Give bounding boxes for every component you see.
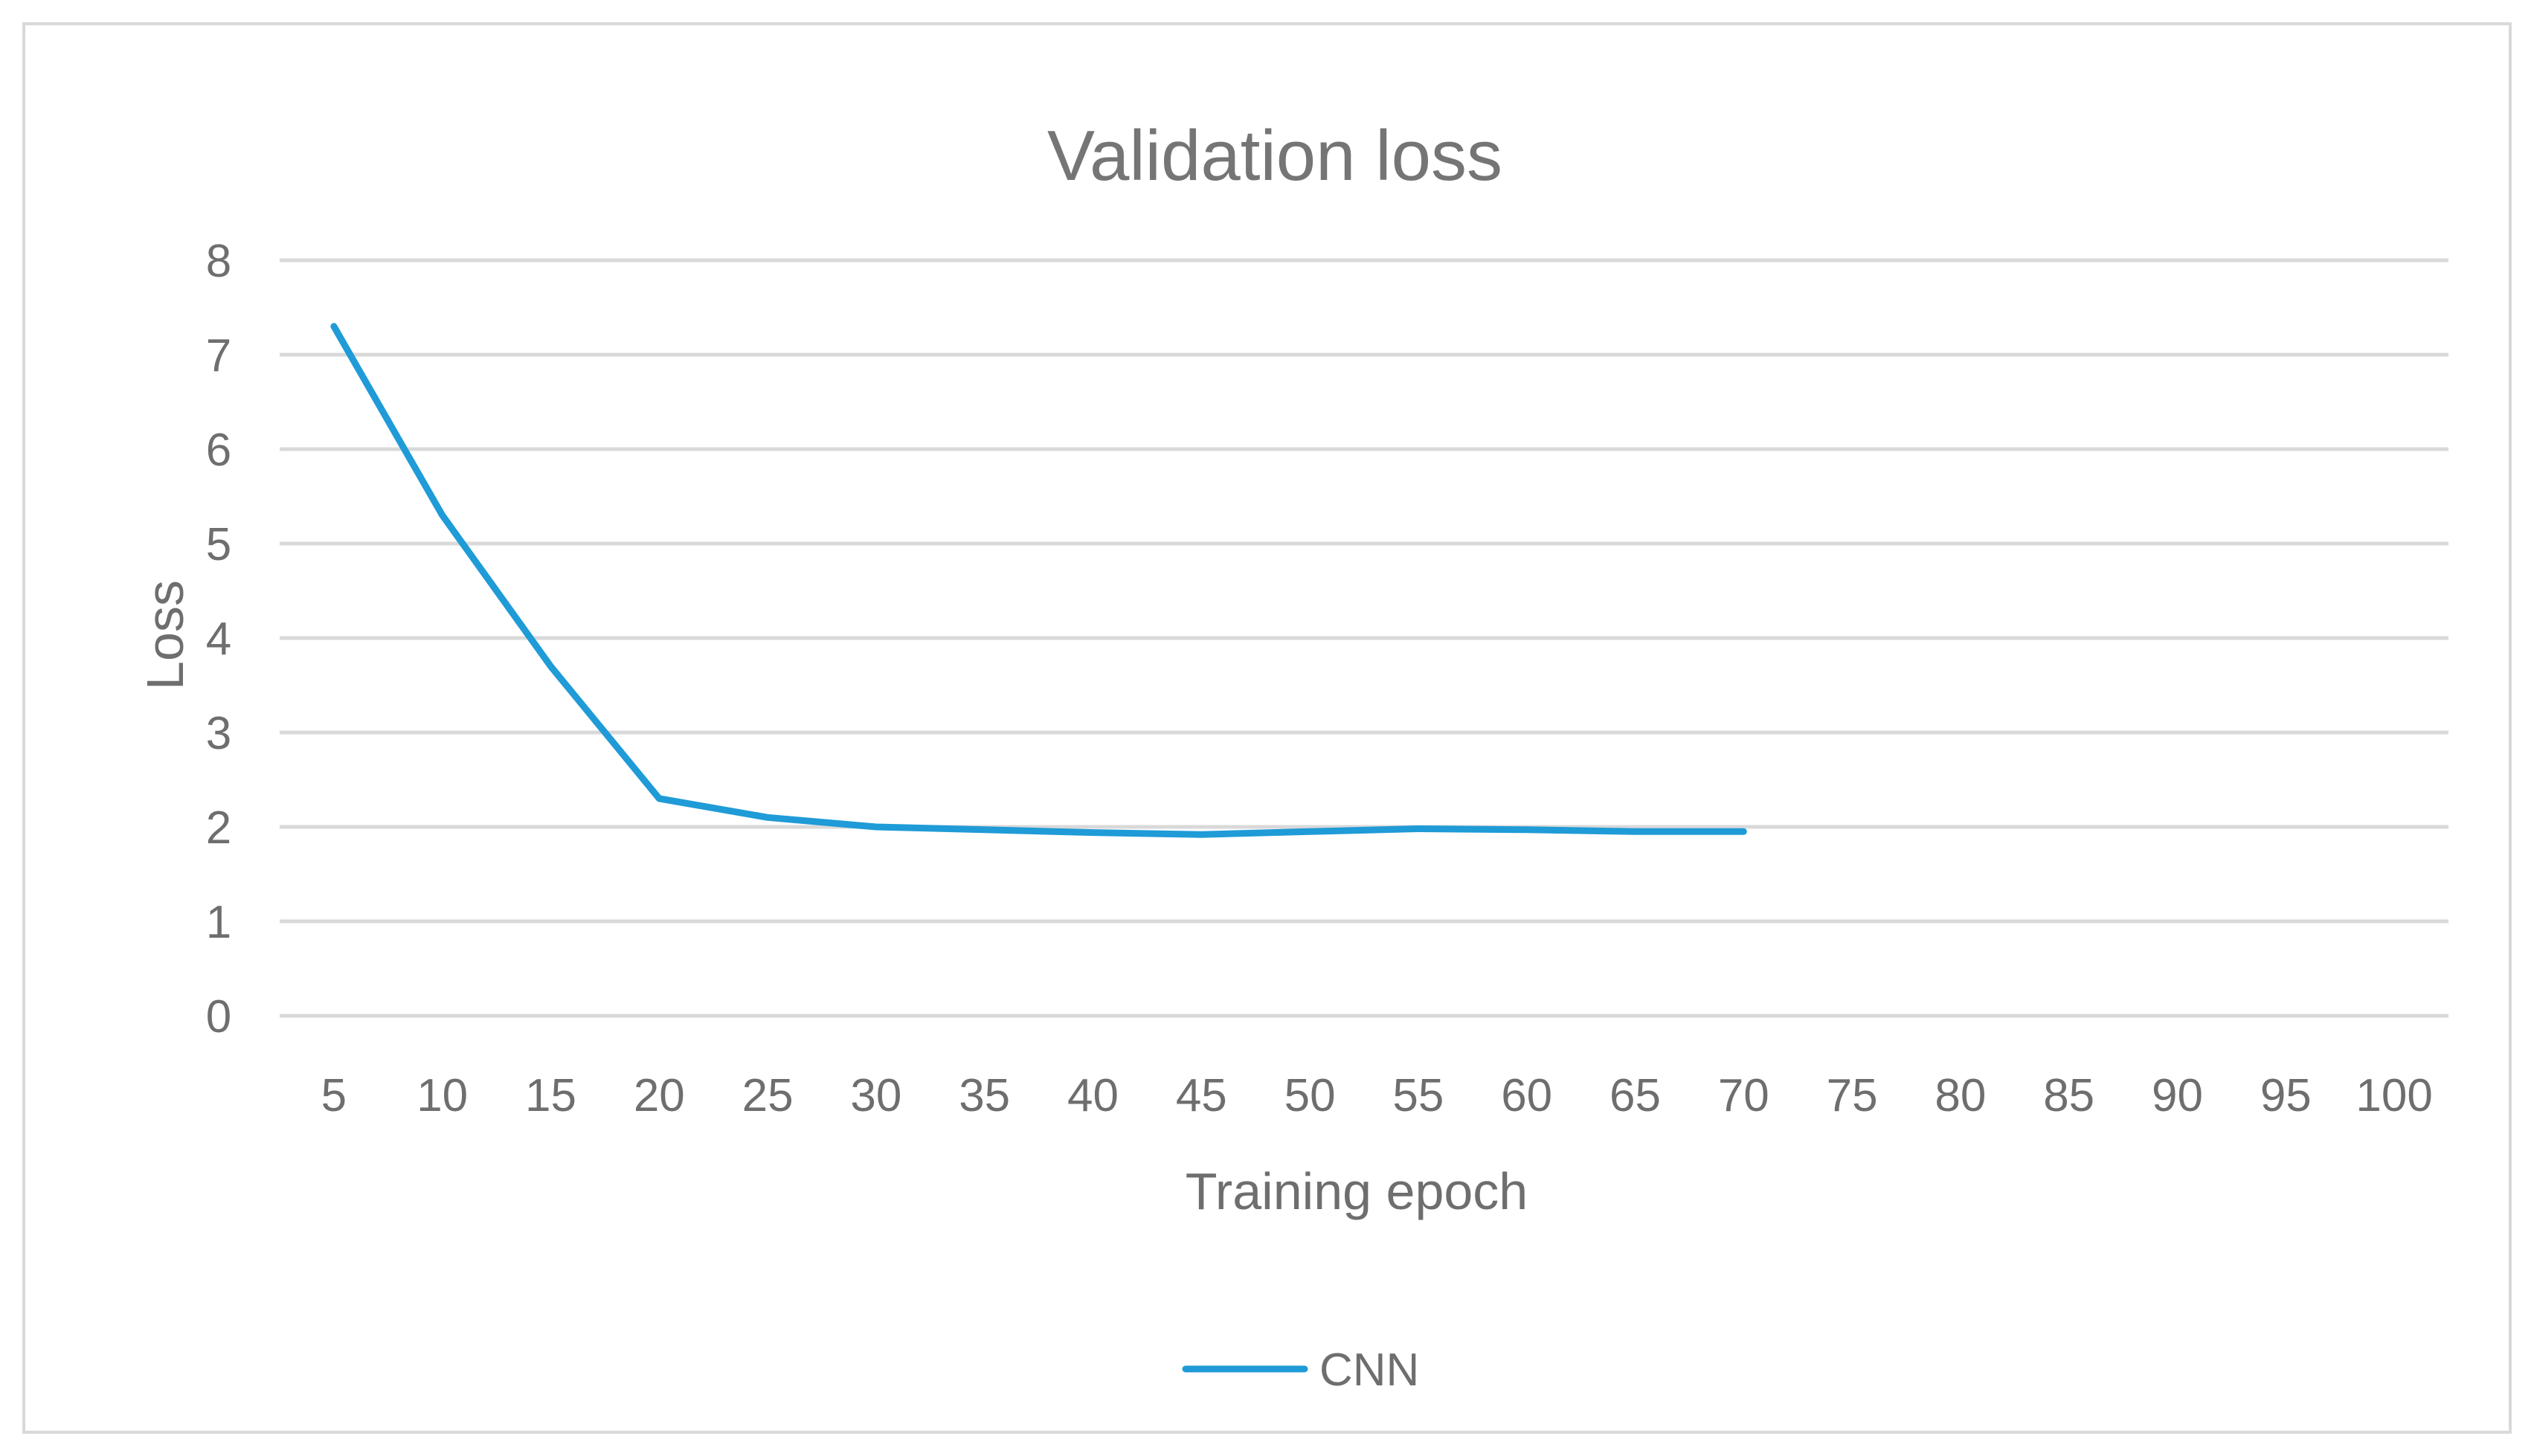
x-tick-label: 25 bbox=[742, 1070, 794, 1121]
x-tick-label: 65 bbox=[1610, 1070, 1661, 1121]
y-tick-label: 5 bbox=[206, 519, 231, 570]
x-tick-label: 90 bbox=[2152, 1070, 2203, 1121]
y-tick-label: 3 bbox=[206, 708, 231, 759]
x-tick-label: 55 bbox=[1392, 1070, 1444, 1121]
y-tick-label: 1 bbox=[206, 897, 231, 948]
y-axis-title: Loss bbox=[136, 580, 194, 690]
x-tick-label: 70 bbox=[1718, 1070, 1769, 1121]
x-tick-label: 10 bbox=[417, 1070, 468, 1121]
y-tick-label: 8 bbox=[206, 236, 231, 287]
x-tick-label: 50 bbox=[1284, 1070, 1336, 1121]
x-tick-label: 45 bbox=[1176, 1070, 1227, 1121]
x-tick-label: 5 bbox=[321, 1070, 347, 1121]
y-axis-tick-labels: 0 1 2 3 4 5 6 7 8 bbox=[206, 236, 231, 1043]
series-lines bbox=[330, 323, 1747, 838]
legend-label: CNN bbox=[1319, 1344, 1419, 1396]
legend: CNN bbox=[1182, 1344, 1419, 1396]
x-axis-tick-labels: 5 10 15 20 25 30 35 40 45 50 55 60 65 70 75 80 85 90 95 100 bbox=[321, 1070, 2433, 1121]
x-tick-label: 20 bbox=[634, 1070, 685, 1121]
x-tick-label: 60 bbox=[1501, 1070, 1552, 1121]
x-tick-label: 85 bbox=[2043, 1070, 2094, 1121]
x-tick-label: 40 bbox=[1067, 1070, 1119, 1121]
x-tick-label: 100 bbox=[2355, 1070, 2432, 1121]
y-tick-label: 4 bbox=[206, 613, 231, 665]
x-tick-label: 30 bbox=[850, 1070, 901, 1121]
x-tick-label: 75 bbox=[1827, 1070, 1878, 1121]
y-tick-label: 2 bbox=[206, 802, 231, 854]
chart-title: Validation loss bbox=[1047, 116, 1502, 196]
y-tick-label: 0 bbox=[206, 991, 231, 1043]
x-tick-label: 80 bbox=[1935, 1070, 1986, 1121]
x-axis-title: Training epoch bbox=[1186, 1162, 1528, 1220]
y-tick-label: 7 bbox=[206, 330, 231, 381]
series-line-cnn bbox=[330, 323, 1747, 838]
x-tick-label: 15 bbox=[525, 1070, 576, 1121]
x-tick-label: 95 bbox=[2260, 1070, 2312, 1121]
x-tick-label: 35 bbox=[959, 1070, 1010, 1121]
gridlines bbox=[280, 258, 2448, 1018]
y-tick-label: 6 bbox=[206, 425, 231, 476]
